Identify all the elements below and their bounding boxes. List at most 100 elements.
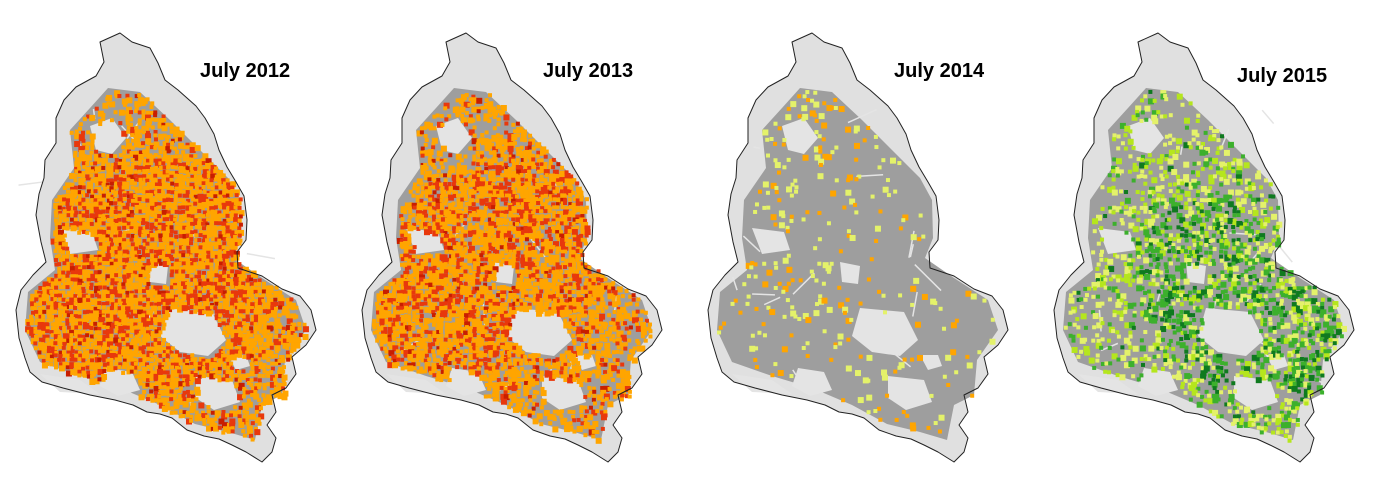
index-pixel [218,358,225,365]
index-pixel [242,409,247,414]
index-pixel [170,289,175,294]
index-pixel [206,298,211,303]
index-pixel [118,301,123,306]
index-pixel [476,269,481,274]
index-pixel [559,221,564,226]
index-pixel [109,186,116,193]
masked-patch [100,368,140,396]
index-pixel [508,310,515,317]
index-pixel [249,433,254,438]
index-pixel [74,169,79,174]
index-pixel [435,229,440,234]
index-pixel [101,117,106,122]
index-pixel [133,154,140,161]
index-pixel [66,210,71,215]
index-pixel [109,361,114,366]
index-pixel [78,201,85,208]
index-pixel [488,142,495,149]
index-pixel [121,130,128,137]
index-pixel [77,166,82,171]
index-pixel [468,198,475,205]
index-pixel [70,277,75,282]
index-pixel [379,309,386,316]
index-pixel [54,234,61,241]
index-pixel [201,374,206,379]
index-pixel [218,313,223,318]
index-pixel [186,418,193,425]
index-pixel [475,241,480,246]
index-pixel [57,330,62,335]
index-pixel [528,193,533,198]
index-pixel [491,282,496,287]
index-pixel [524,173,531,180]
index-pixel [463,206,468,211]
index-pixel [416,226,421,231]
index-pixel [234,353,239,358]
index-pixel [600,290,605,295]
index-pixel [225,313,230,318]
index-pixel [277,386,282,391]
index-pixel [173,410,178,415]
index-pixel [134,374,139,379]
index-pixel [85,294,92,301]
index-pixel [137,258,142,263]
index-pixel [503,246,508,251]
index-pixel [217,425,222,430]
index-pixel [125,362,130,367]
index-pixel [106,361,111,366]
index-pixel [90,374,95,379]
index-pixel [286,318,293,325]
index-pixel [182,145,187,150]
index-pixel [440,217,447,224]
index-pixel [25,326,32,333]
index-pixel [165,169,170,174]
index-pixel [58,278,63,283]
index-pixel [209,258,214,263]
index-pixel [109,213,114,218]
index-pixel [504,218,509,223]
index-pixel [137,169,142,174]
index-pixel [531,290,536,295]
index-pixel [415,274,420,279]
index-pixel [193,281,200,288]
index-pixel [170,385,175,390]
index-pixel [448,230,453,235]
index-pixel [396,310,401,315]
index-pixel [101,157,108,164]
index-pixel [583,313,588,318]
index-pixel [114,302,119,307]
index-pixel [467,302,472,307]
index-pixel [53,329,60,336]
index-pixel [468,277,473,282]
index-pixel [225,322,230,327]
index-pixel [157,365,164,372]
index-pixel [564,170,569,175]
index-pixel [165,349,170,354]
index-pixel [567,217,572,222]
index-pixel [201,265,206,270]
index-pixel [121,346,126,351]
index-pixel [484,294,489,299]
index-pixel [551,221,556,226]
index-pixel [487,138,492,143]
index-pixel [57,293,62,298]
index-pixel [189,269,194,274]
index-pixel [503,233,510,240]
index-pixel [54,293,59,298]
index-pixel [86,269,91,274]
index-pixel [447,242,452,247]
index-pixel [34,293,41,300]
index-pixel [141,102,146,107]
index-pixel [209,178,214,183]
index-pixel [81,182,86,187]
index-pixel [69,357,74,362]
index-pixel [431,210,436,215]
index-pixel [218,194,223,199]
index-pixel [492,146,499,153]
index-pixel [122,190,127,195]
index-pixel [539,174,544,179]
index-pixel [117,258,122,263]
index-pixel [515,262,520,267]
index-pixel [218,234,225,241]
index-pixel [114,273,119,278]
